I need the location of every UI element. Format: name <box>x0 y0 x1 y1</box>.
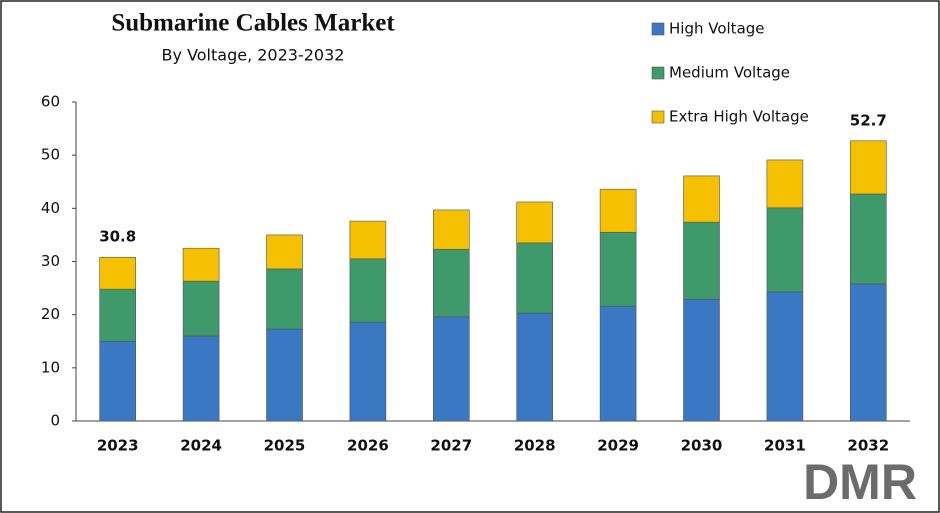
bar-segment <box>599 231 637 307</box>
bar-segment <box>849 283 887 422</box>
bar-segment <box>683 175 720 223</box>
x-tick-label: 2028 <box>514 437 556 455</box>
bar-segment <box>432 316 470 422</box>
bar-segment <box>182 335 220 422</box>
bar-segment <box>766 291 804 422</box>
y-tick-label: 20 <box>41 305 60 323</box>
legend-label: Medium Voltage <box>669 64 790 82</box>
x-tick-label: 2030 <box>681 437 723 455</box>
legend-swatch <box>651 66 665 80</box>
chart-subtitle: By Voltage, 2023-2032 <box>162 46 345 65</box>
bar-segment <box>766 207 804 293</box>
legend-label: High Voltage <box>669 20 765 38</box>
x-tick-label: 2029 <box>597 437 639 455</box>
x-tick-label: 2023 <box>97 437 139 455</box>
chart-title: Submarine Cables Market <box>111 10 395 37</box>
bar-segment <box>849 193 887 285</box>
bar-segment <box>99 256 136 290</box>
bar-segment <box>516 242 554 314</box>
bar-segment <box>182 247 220 282</box>
y-tick-label: 60 <box>41 93 60 111</box>
bar-segment <box>266 268 303 330</box>
x-tick-label: 2025 <box>264 437 306 455</box>
logo: DMR <box>803 454 917 510</box>
y-tick-label: 40 <box>41 199 60 217</box>
legend-swatch <box>651 110 665 124</box>
bar-segment <box>182 280 220 337</box>
x-tick-label: 2024 <box>180 437 222 455</box>
x-tick-label: 2032 <box>847 437 889 455</box>
legend-swatch <box>651 22 665 36</box>
bar-segment <box>349 220 387 260</box>
bar-segment <box>349 258 387 323</box>
bar-segment <box>599 188 637 233</box>
bar-segment <box>516 201 554 244</box>
y-tick-label: 0 <box>50 412 60 430</box>
bar-segment <box>516 312 554 422</box>
bar-segment <box>432 209 470 250</box>
y-tick-label: 50 <box>41 146 60 164</box>
total-label: 52.7 <box>850 111 887 129</box>
bar-segment <box>266 328 303 422</box>
bar-segment <box>683 221 720 300</box>
bar-segment <box>766 159 804 209</box>
x-tick-label: 2026 <box>347 437 389 455</box>
x-tick-label: 2031 <box>764 437 806 455</box>
y-tick-label: 10 <box>41 358 60 376</box>
bar-segment <box>99 288 136 342</box>
bar-segment <box>99 340 136 422</box>
bar-segment <box>349 321 387 422</box>
total-label: 30.8 <box>99 228 136 246</box>
bar-segment <box>266 234 303 270</box>
y-tick-label: 30 <box>41 252 60 270</box>
bar-segment <box>432 248 470 318</box>
legend-label: Extra High Voltage <box>669 108 809 126</box>
x-tick-label: 2027 <box>430 437 472 455</box>
bar-segment <box>683 298 720 422</box>
bar-segment <box>849 140 887 195</box>
bar-segment <box>599 305 637 422</box>
